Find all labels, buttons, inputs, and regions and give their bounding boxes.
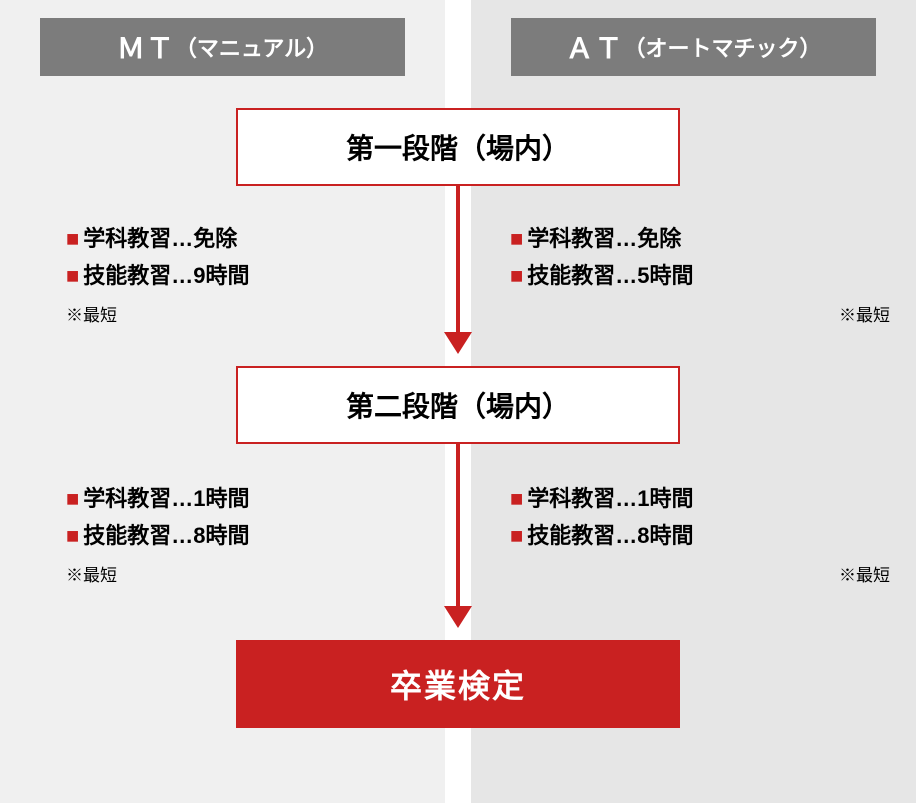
info-mt1-note: ※最短	[66, 301, 446, 326]
info-mt1-line2: ■技能教習…9時間	[66, 257, 446, 294]
bullet-icon: ■	[66, 226, 79, 251]
header-tab-mt: ＭＴ （マニュアル）	[40, 18, 405, 76]
stage-2-box: 第二段階（場内）	[236, 366, 680, 444]
arrow-1-head	[444, 332, 472, 354]
bullet-icon: ■	[510, 263, 523, 288]
arrow-2-head	[444, 606, 472, 628]
header-mt-full: （マニュアル）	[175, 31, 328, 63]
info-at1-line1: ■学科教習…免除	[510, 220, 890, 257]
info-at-stage1: ■学科教習…免除 ■技能教習…5時間 ※最短	[510, 220, 890, 326]
info-mt2-note: ※最短	[66, 561, 446, 586]
bullet-icon: ■	[66, 523, 79, 548]
final-label: 卒業検定	[390, 661, 526, 707]
info-mt2-line2: ■技能教習…8時間	[66, 517, 446, 554]
arrow-1-line	[456, 186, 460, 334]
info-mt2-line1: ■学科教習…1時間	[66, 480, 446, 517]
stage-2-label: 第二段階（場内）	[346, 385, 570, 425]
info-at2-line2: ■技能教習…8時間	[510, 517, 890, 554]
bullet-icon: ■	[510, 486, 523, 511]
stage-1-box: 第一段階（場内）	[236, 108, 680, 186]
info-at2-note: ※最短	[510, 561, 890, 586]
flowchart-container: ＭＴ （マニュアル） ＡＴ （オートマチック） 第一段階（場内） 第二段階（場内…	[0, 0, 916, 803]
header-at-abbr: ＡＴ	[565, 27, 623, 67]
header-tab-at: ＡＴ （オートマチック）	[511, 18, 876, 76]
header-at-full: （オートマチック）	[624, 31, 822, 63]
arrow-2-line	[456, 444, 460, 608]
info-at2-line1: ■学科教習…1時間	[510, 480, 890, 517]
info-at1-line2: ■技能教習…5時間	[510, 257, 890, 294]
final-box: 卒業検定	[236, 640, 680, 728]
header-mt-abbr: ＭＴ	[117, 27, 175, 67]
info-mt-stage1: ■学科教習…免除 ■技能教習…9時間 ※最短	[66, 220, 446, 326]
bullet-icon: ■	[66, 486, 79, 511]
info-at-stage2: ■学科教習…1時間 ■技能教習…8時間 ※最短	[510, 480, 890, 586]
info-mt1-line1: ■学科教習…免除	[66, 220, 446, 257]
bullet-icon: ■	[510, 523, 523, 548]
stage-1-label: 第一段階（場内）	[346, 127, 570, 167]
info-mt-stage2: ■学科教習…1時間 ■技能教習…8時間 ※最短	[66, 480, 446, 586]
bullet-icon: ■	[510, 226, 523, 251]
info-at1-note: ※最短	[510, 301, 890, 326]
bullet-icon: ■	[66, 263, 79, 288]
